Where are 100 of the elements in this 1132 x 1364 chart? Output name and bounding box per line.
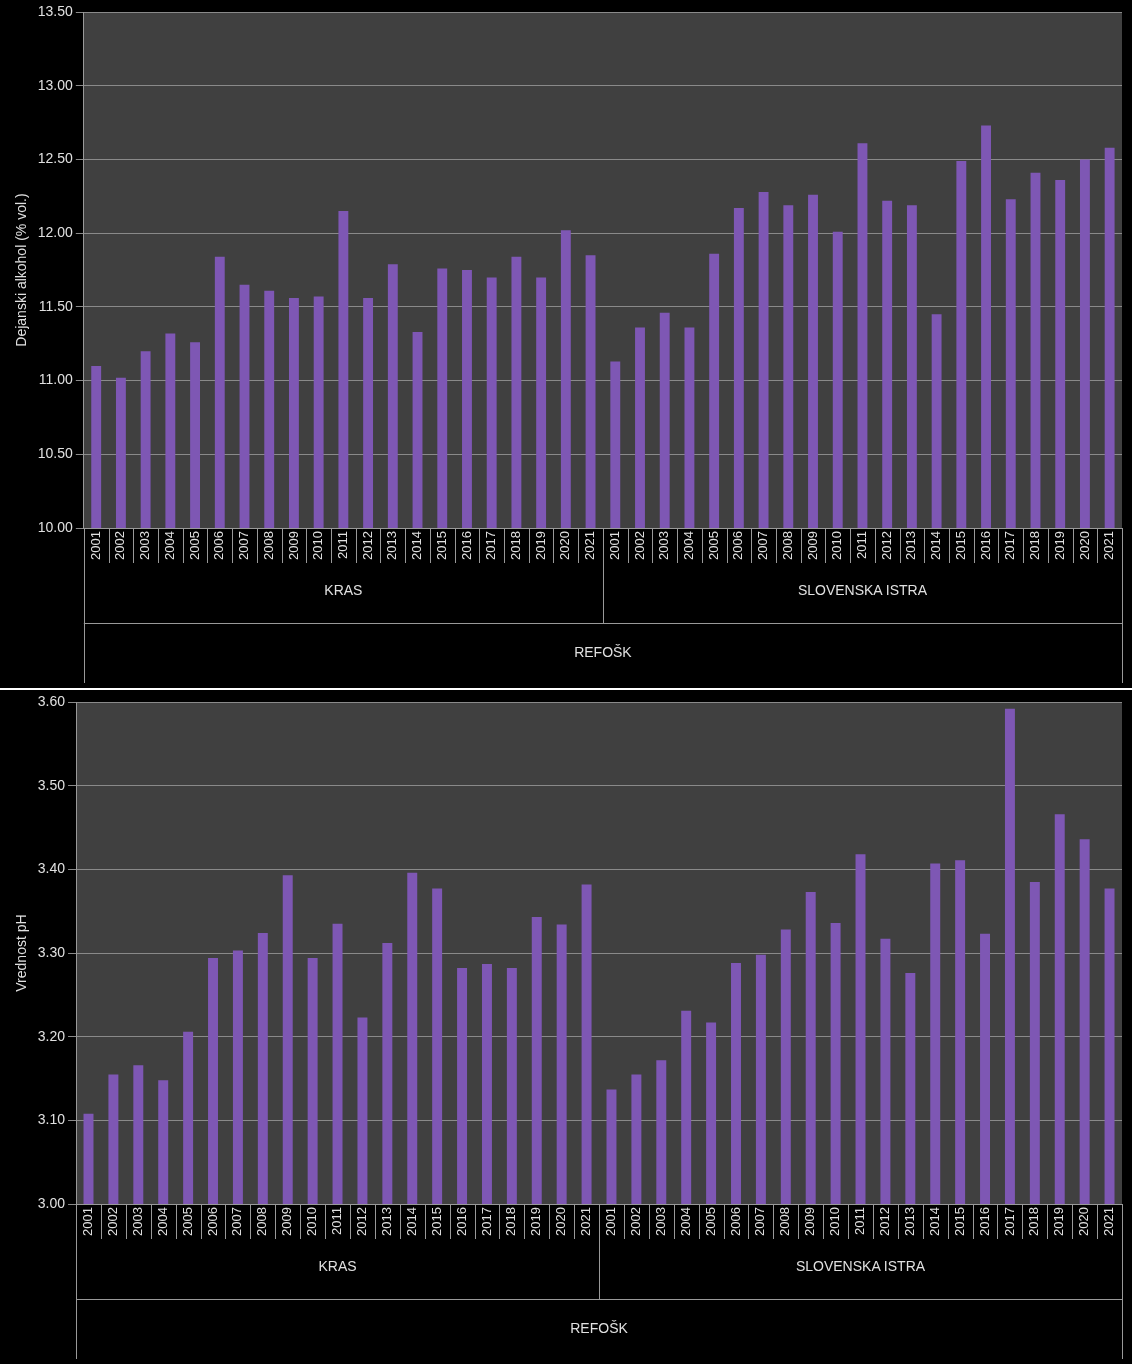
x-tick-label: 2007 xyxy=(236,531,252,560)
y-tick-label: 3.30 xyxy=(37,943,66,960)
x-tick-label: 2016 xyxy=(976,1207,992,1236)
text: KRAS xyxy=(318,1257,357,1274)
x-tick-label: 2017 xyxy=(1001,1207,1017,1236)
x-tick-label: 2006 xyxy=(211,531,227,560)
x-tick-label: 2005 xyxy=(186,531,202,560)
text: SLOVENSKA ISTRA xyxy=(795,1257,926,1274)
x-tick-label: 2011 xyxy=(854,531,870,560)
x-tick-label: 2008 xyxy=(254,1207,270,1236)
x-tick-label: 2011 xyxy=(329,1207,345,1236)
x-tick-label: 2004 xyxy=(681,531,697,560)
x-tick-label: 2005 xyxy=(179,1207,195,1236)
x-tick-label: 2018 xyxy=(1026,1207,1042,1236)
x-tick-label: 2005 xyxy=(705,531,721,560)
x-tick-label: 2019 xyxy=(1051,531,1067,560)
x-tick-label: 2020 xyxy=(553,1207,569,1236)
x-tick-label: 2015 xyxy=(433,531,449,560)
y-tick-label: 10.50 xyxy=(37,445,74,462)
x-tick-label: 2002 xyxy=(631,531,647,560)
x-tick-label: 2001 xyxy=(603,1207,619,1236)
y-tick-label: 3.00 xyxy=(37,1194,66,1211)
x-tick-label: 2016 xyxy=(453,1207,469,1236)
x-tick-label: 2018 xyxy=(1027,531,1043,560)
x-tick-label: 2002 xyxy=(104,1207,120,1236)
x-tick-label: 2021 xyxy=(582,531,598,560)
y-tick-label: 3.20 xyxy=(37,1027,66,1044)
x-tick-label: 2014 xyxy=(926,1207,942,1236)
x-tick-label: 2010 xyxy=(827,1207,843,1236)
x-tick-label: 2015 xyxy=(951,1207,967,1236)
x-tick-label: 2011 xyxy=(852,1207,868,1236)
x-tick-label: 2003 xyxy=(656,531,672,560)
text: REFOŠK xyxy=(570,1319,629,1336)
x-tick-label: 2015 xyxy=(428,1207,444,1236)
x-tick-label: 2008 xyxy=(779,531,795,560)
y-axis-title: Vrednost pH xyxy=(13,914,30,992)
x-tick-label: 2013 xyxy=(901,1207,917,1236)
x-tick-label: 2010 xyxy=(310,531,326,560)
x-tick-label: 2011 xyxy=(334,531,350,560)
x-tick-label: 2003 xyxy=(652,1207,668,1236)
y-tick-label: 3.40 xyxy=(37,860,66,877)
x-tick-label: 2018 xyxy=(503,1207,519,1236)
y-tick-label: 3.10 xyxy=(37,1111,66,1128)
y-tick-label: 12.50 xyxy=(37,150,74,167)
x-tick-label: 2012 xyxy=(359,531,375,560)
x-tick-label: 2009 xyxy=(279,1207,295,1236)
x-tick-label: 2007 xyxy=(229,1207,245,1236)
x-tick-label: 2013 xyxy=(903,531,919,560)
x-tick-label: 2019 xyxy=(1051,1207,1067,1236)
x-tick-label: 2021 xyxy=(1101,1207,1117,1236)
x-tick-label: 2013 xyxy=(378,1207,394,1236)
text: KRAS xyxy=(324,581,363,598)
x-tick-label: 2007 xyxy=(755,531,771,560)
x-tick-label: 2005 xyxy=(702,1207,718,1236)
x-tick-label: 2014 xyxy=(928,531,944,560)
x-tick-label: 2007 xyxy=(752,1207,768,1236)
x-tick-label: 2008 xyxy=(260,531,276,560)
x-tick-label: 2014 xyxy=(409,531,425,560)
y-tick-label: 10.00 xyxy=(37,518,74,535)
x-tick-label: 2021 xyxy=(1101,531,1117,560)
x-tick-label: 2003 xyxy=(137,531,153,560)
x-tick-label: 2006 xyxy=(204,1207,220,1236)
x-tick-label: 2001 xyxy=(606,531,622,560)
y-tick-label: 13.00 xyxy=(37,76,74,93)
y-tick-label: 3.50 xyxy=(37,776,66,793)
x-tick-label: 2003 xyxy=(129,1207,145,1236)
x-tick-label: 2016 xyxy=(977,531,993,560)
x-tick-label: 2017 xyxy=(478,1207,494,1236)
x-tick-label: 2014 xyxy=(403,1207,419,1236)
y-tick-label: 13.50 xyxy=(37,2,74,19)
x-tick-label: 2021 xyxy=(578,1207,594,1236)
x-tick-label: 2019 xyxy=(528,1207,544,1236)
x-tick-label: 2012 xyxy=(876,1207,892,1236)
x-tick-label: 2009 xyxy=(804,531,820,560)
x-tick-label: 2020 xyxy=(557,531,573,560)
x-tick-label: 2020 xyxy=(1076,531,1092,560)
x-tick-label: 2020 xyxy=(1076,1207,1092,1236)
text: SLOVENSKA ISTRA xyxy=(797,581,928,598)
x-tick-label: 2017 xyxy=(483,531,499,560)
x-tick-label: 2001 xyxy=(87,531,103,560)
y-axis-title: Dejanski alkohol (% vol.) xyxy=(13,193,30,347)
x-tick-label: 2006 xyxy=(730,531,746,560)
x-tick-label: 2015 xyxy=(952,531,968,560)
y-tick-label: 11.50 xyxy=(38,297,74,314)
x-tick-label: 2009 xyxy=(802,1207,818,1236)
x-tick-label: 2013 xyxy=(384,531,400,560)
x-tick-label: 2012 xyxy=(354,1207,370,1236)
x-tick-label: 2004 xyxy=(677,1207,693,1236)
x-tick-label: 2004 xyxy=(161,531,177,560)
x-tick-label: 2004 xyxy=(154,1207,170,1236)
x-tick-label: 2019 xyxy=(532,531,548,560)
x-tick-label: 2001 xyxy=(80,1207,96,1236)
x-tick-label: 2002 xyxy=(627,1207,643,1236)
x-tick-label: 2002 xyxy=(112,531,128,560)
x-tick-label: 2018 xyxy=(507,531,523,560)
y-tick-label: 11.00 xyxy=(38,371,74,388)
x-tick-label: 2010 xyxy=(829,531,845,560)
x-tick-label: 2010 xyxy=(304,1207,320,1236)
x-tick-label: 2006 xyxy=(727,1207,743,1236)
text: REFOŠK xyxy=(574,643,633,660)
